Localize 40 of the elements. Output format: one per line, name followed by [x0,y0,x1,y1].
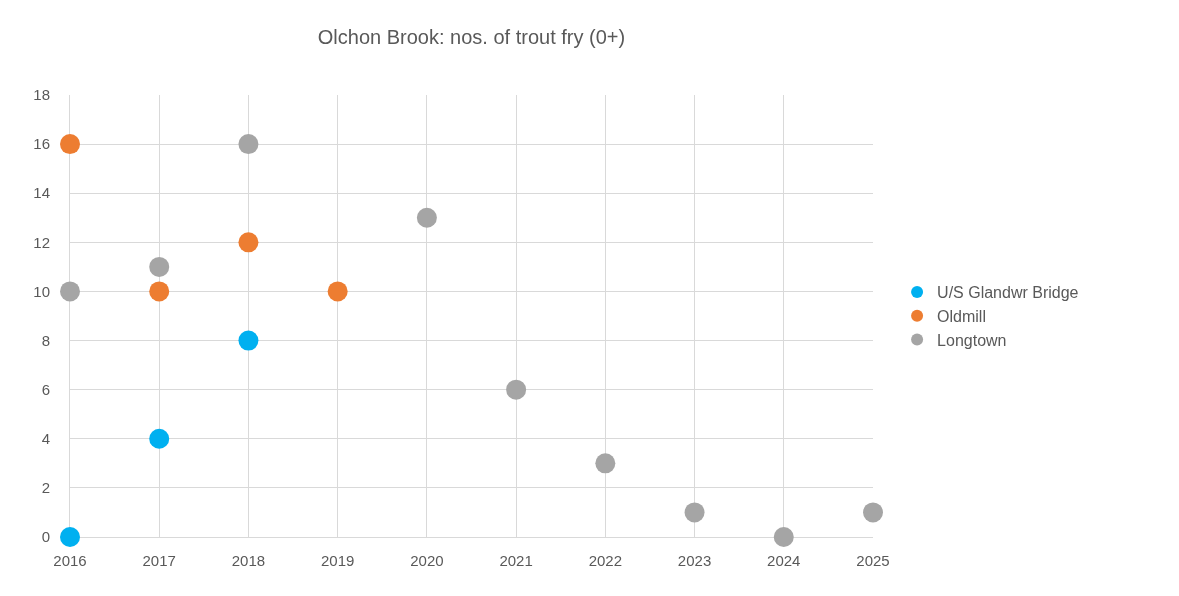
y-tick-label: 18 [33,86,50,104]
point [149,281,170,302]
point [60,281,80,302]
legend-label: Oldmill [937,307,986,325]
legend-label: U/S Glandwr Bridge [937,284,1079,302]
y-tick-label: 16 [33,135,50,153]
point [60,527,80,547]
x-tick-label: 2020 [410,552,444,569]
y-tick-label: 12 [33,233,50,251]
x-tick-label: 2022 [588,552,623,569]
x-tick-label: 2016 [53,552,87,569]
x-tick-label: 2024 [767,552,801,569]
point [149,256,170,277]
point [238,330,259,351]
y-tick-label: 0 [41,528,50,546]
point [773,527,794,547]
y-tick-label: 14 [33,184,50,202]
point [863,502,883,523]
x-tick-label: 2025 [856,552,890,569]
y-tick-label: 4 [41,430,50,448]
x-tick-label: 2019 [320,552,355,569]
point [416,207,437,228]
chart-title: Olchon Brook: nos. of trout fry (0+) [317,25,626,48]
legend-label: Longtown [937,331,1007,349]
point [238,232,259,253]
x-tick-label: 2018 [231,552,266,569]
y-tick-label: 2 [41,479,50,497]
point [327,281,348,302]
x-tick-label: 2023 [677,552,712,569]
point [595,453,616,474]
y-tick-label: 6 [41,380,50,398]
point [506,379,527,400]
x-tick-label: 2017 [142,552,176,569]
point [60,134,80,155]
point [684,502,705,523]
y-tick-label: 10 [33,282,50,300]
y-tick-label: 8 [41,331,50,349]
x-tick-label: 2021 [499,552,533,569]
point [238,134,259,155]
point [149,428,170,449]
